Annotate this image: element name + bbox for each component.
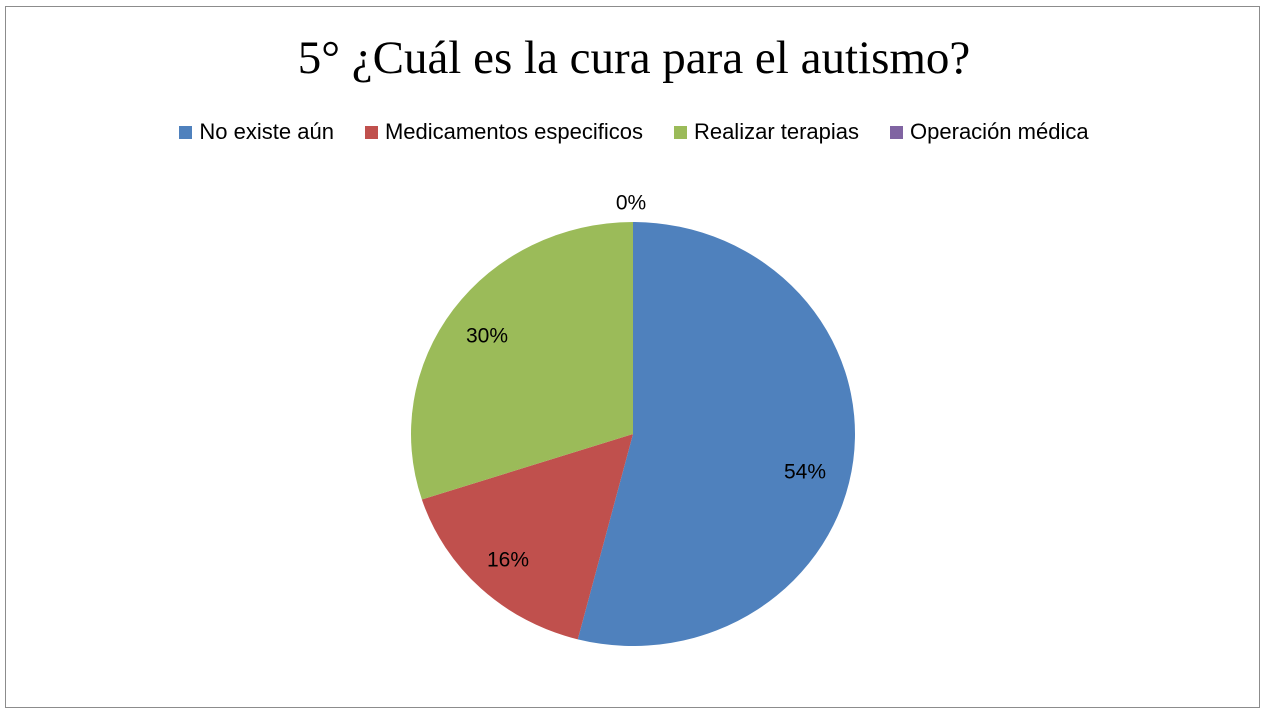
data-label-realizar-terapias: 30% [466,325,508,348]
legend-label-realizar-terapias: Realizar terapias [693,119,860,144]
legend-swatch-operacion-medica [890,125,904,139]
chart-title: 5° ¿Cuál es la cura para el autismo? [297,32,971,84]
pie-slice-medicamentos-especificos [421,434,633,640]
legend-swatch-medicamentos-especificos [364,125,378,139]
legend-item-operacion-medica: Operación médica [890,118,1089,146]
data-label-medicamentos-especificos: 16% [487,549,529,572]
legend-item-no-existe-aun: No existe aún [179,118,334,146]
legend-item-realizar-terapias: Realizar terapias [673,118,860,146]
data-label-no-existe-aun: 54% [784,461,826,484]
pie-slice-no-existe-aun [577,222,855,646]
legend-swatch-realizar-terapias [673,125,687,139]
legend: No existe aún Medicamentos especificos R… [0,118,1268,146]
legend-label-medicamentos-especificos: Medicamentos especificos [384,119,643,144]
legend-label-no-existe-aun: No existe aún [199,119,334,144]
legend-item-medicamentos-especificos: Medicamentos especificos [364,118,643,146]
pie-slice-realizar-terapias [411,222,633,500]
legend-label-operacion-medica: Operación médica [910,119,1089,144]
legend-swatch-no-existe-aun [179,125,193,139]
data-label-operacion-medica: 0% [616,192,646,215]
